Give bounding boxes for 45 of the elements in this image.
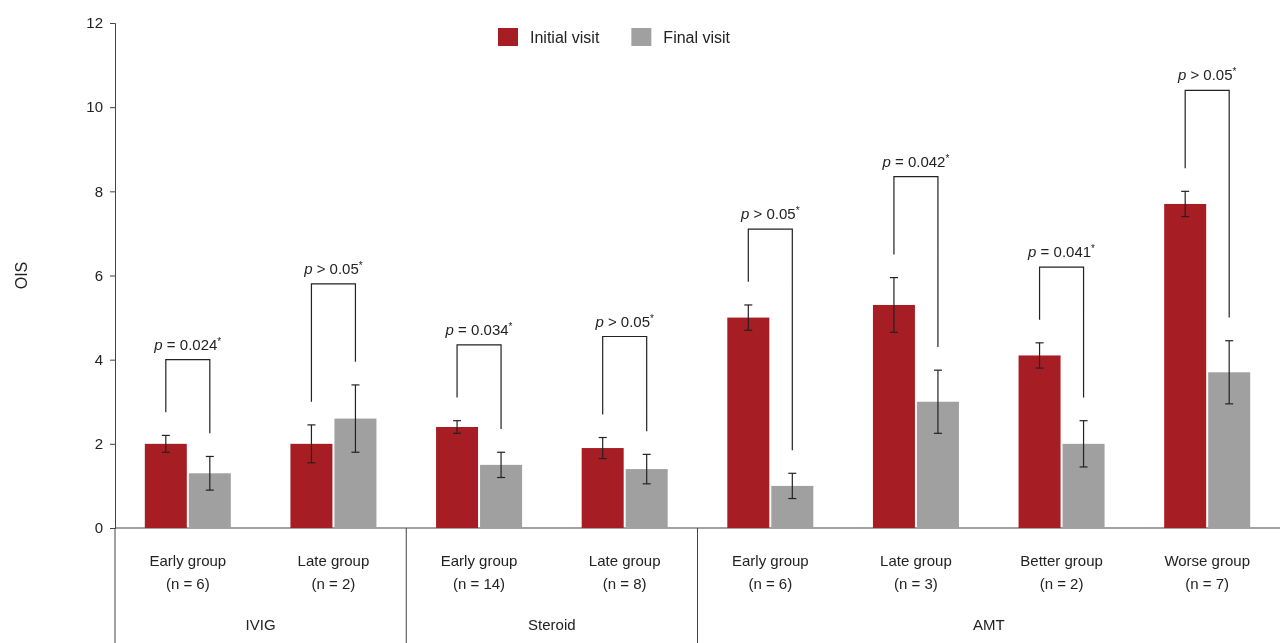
- bar: [480, 464, 523, 528]
- y-axis-title: OIS: [13, 261, 30, 290]
- bar: [436, 427, 479, 528]
- bar: [727, 317, 770, 528]
- bar: [872, 304, 915, 528]
- y-tick-label: 6: [94, 266, 103, 284]
- x-tick-label: Late group (n = 3): [880, 552, 952, 592]
- y-tick-label: 12: [86, 14, 103, 32]
- x-tick-label: Early group (n = 14): [440, 552, 518, 592]
- y-tick-label: 2: [94, 435, 103, 453]
- bar: [581, 448, 624, 528]
- x-tick-label: Worse group (n = 7): [1164, 552, 1250, 592]
- x-tick-label: Late group (n = 2): [297, 552, 370, 592]
- bar: [144, 443, 187, 528]
- y-tick-label: 4: [94, 350, 103, 368]
- text: AMT: [972, 616, 1005, 633]
- x-tick-label: Late group (n = 8): [588, 552, 661, 592]
- x-tick-label: Early group (n = 6): [731, 552, 809, 592]
- bar: [625, 469, 668, 528]
- bar: [771, 485, 814, 528]
- annotation: p > 0.05$^{*}$: [303, 259, 363, 277]
- bar: [334, 418, 377, 528]
- legend-label: Final visit: [663, 29, 731, 46]
- bar: [1062, 443, 1105, 528]
- x-tick-label: Better group (n = 2): [1020, 552, 1103, 592]
- annotation: p > 0.05$^{*}$: [594, 312, 655, 330]
- annotation: p > 0.05$^{*}$: [740, 204, 800, 223]
- annotation: p = 0.041$^{*}$: [1027, 242, 1096, 261]
- bar: [1018, 355, 1061, 528]
- annotation: p > 0.05$^{*}$: [1176, 65, 1237, 84]
- bar: [290, 443, 333, 528]
- legend-label: Initial visit: [530, 29, 600, 46]
- annotation: p = 0.034$^{*}$: [444, 320, 513, 338]
- text: IVIG: [245, 616, 276, 633]
- y-tick-label: 8: [94, 182, 103, 200]
- x-tick-label: Early group (n = 6): [149, 552, 227, 592]
- bar: [1164, 203, 1207, 528]
- annotation: p = 0.042$^{*}$: [881, 152, 950, 170]
- bar: [916, 401, 959, 528]
- y-tick-label: 10: [86, 98, 103, 116]
- text: Steroid: [528, 616, 576, 633]
- bar: [188, 473, 231, 528]
- y-tick-label: 0: [94, 519, 103, 537]
- bar: [1208, 372, 1251, 528]
- annotation: p = 0.024$^{*}$: [153, 335, 222, 353]
